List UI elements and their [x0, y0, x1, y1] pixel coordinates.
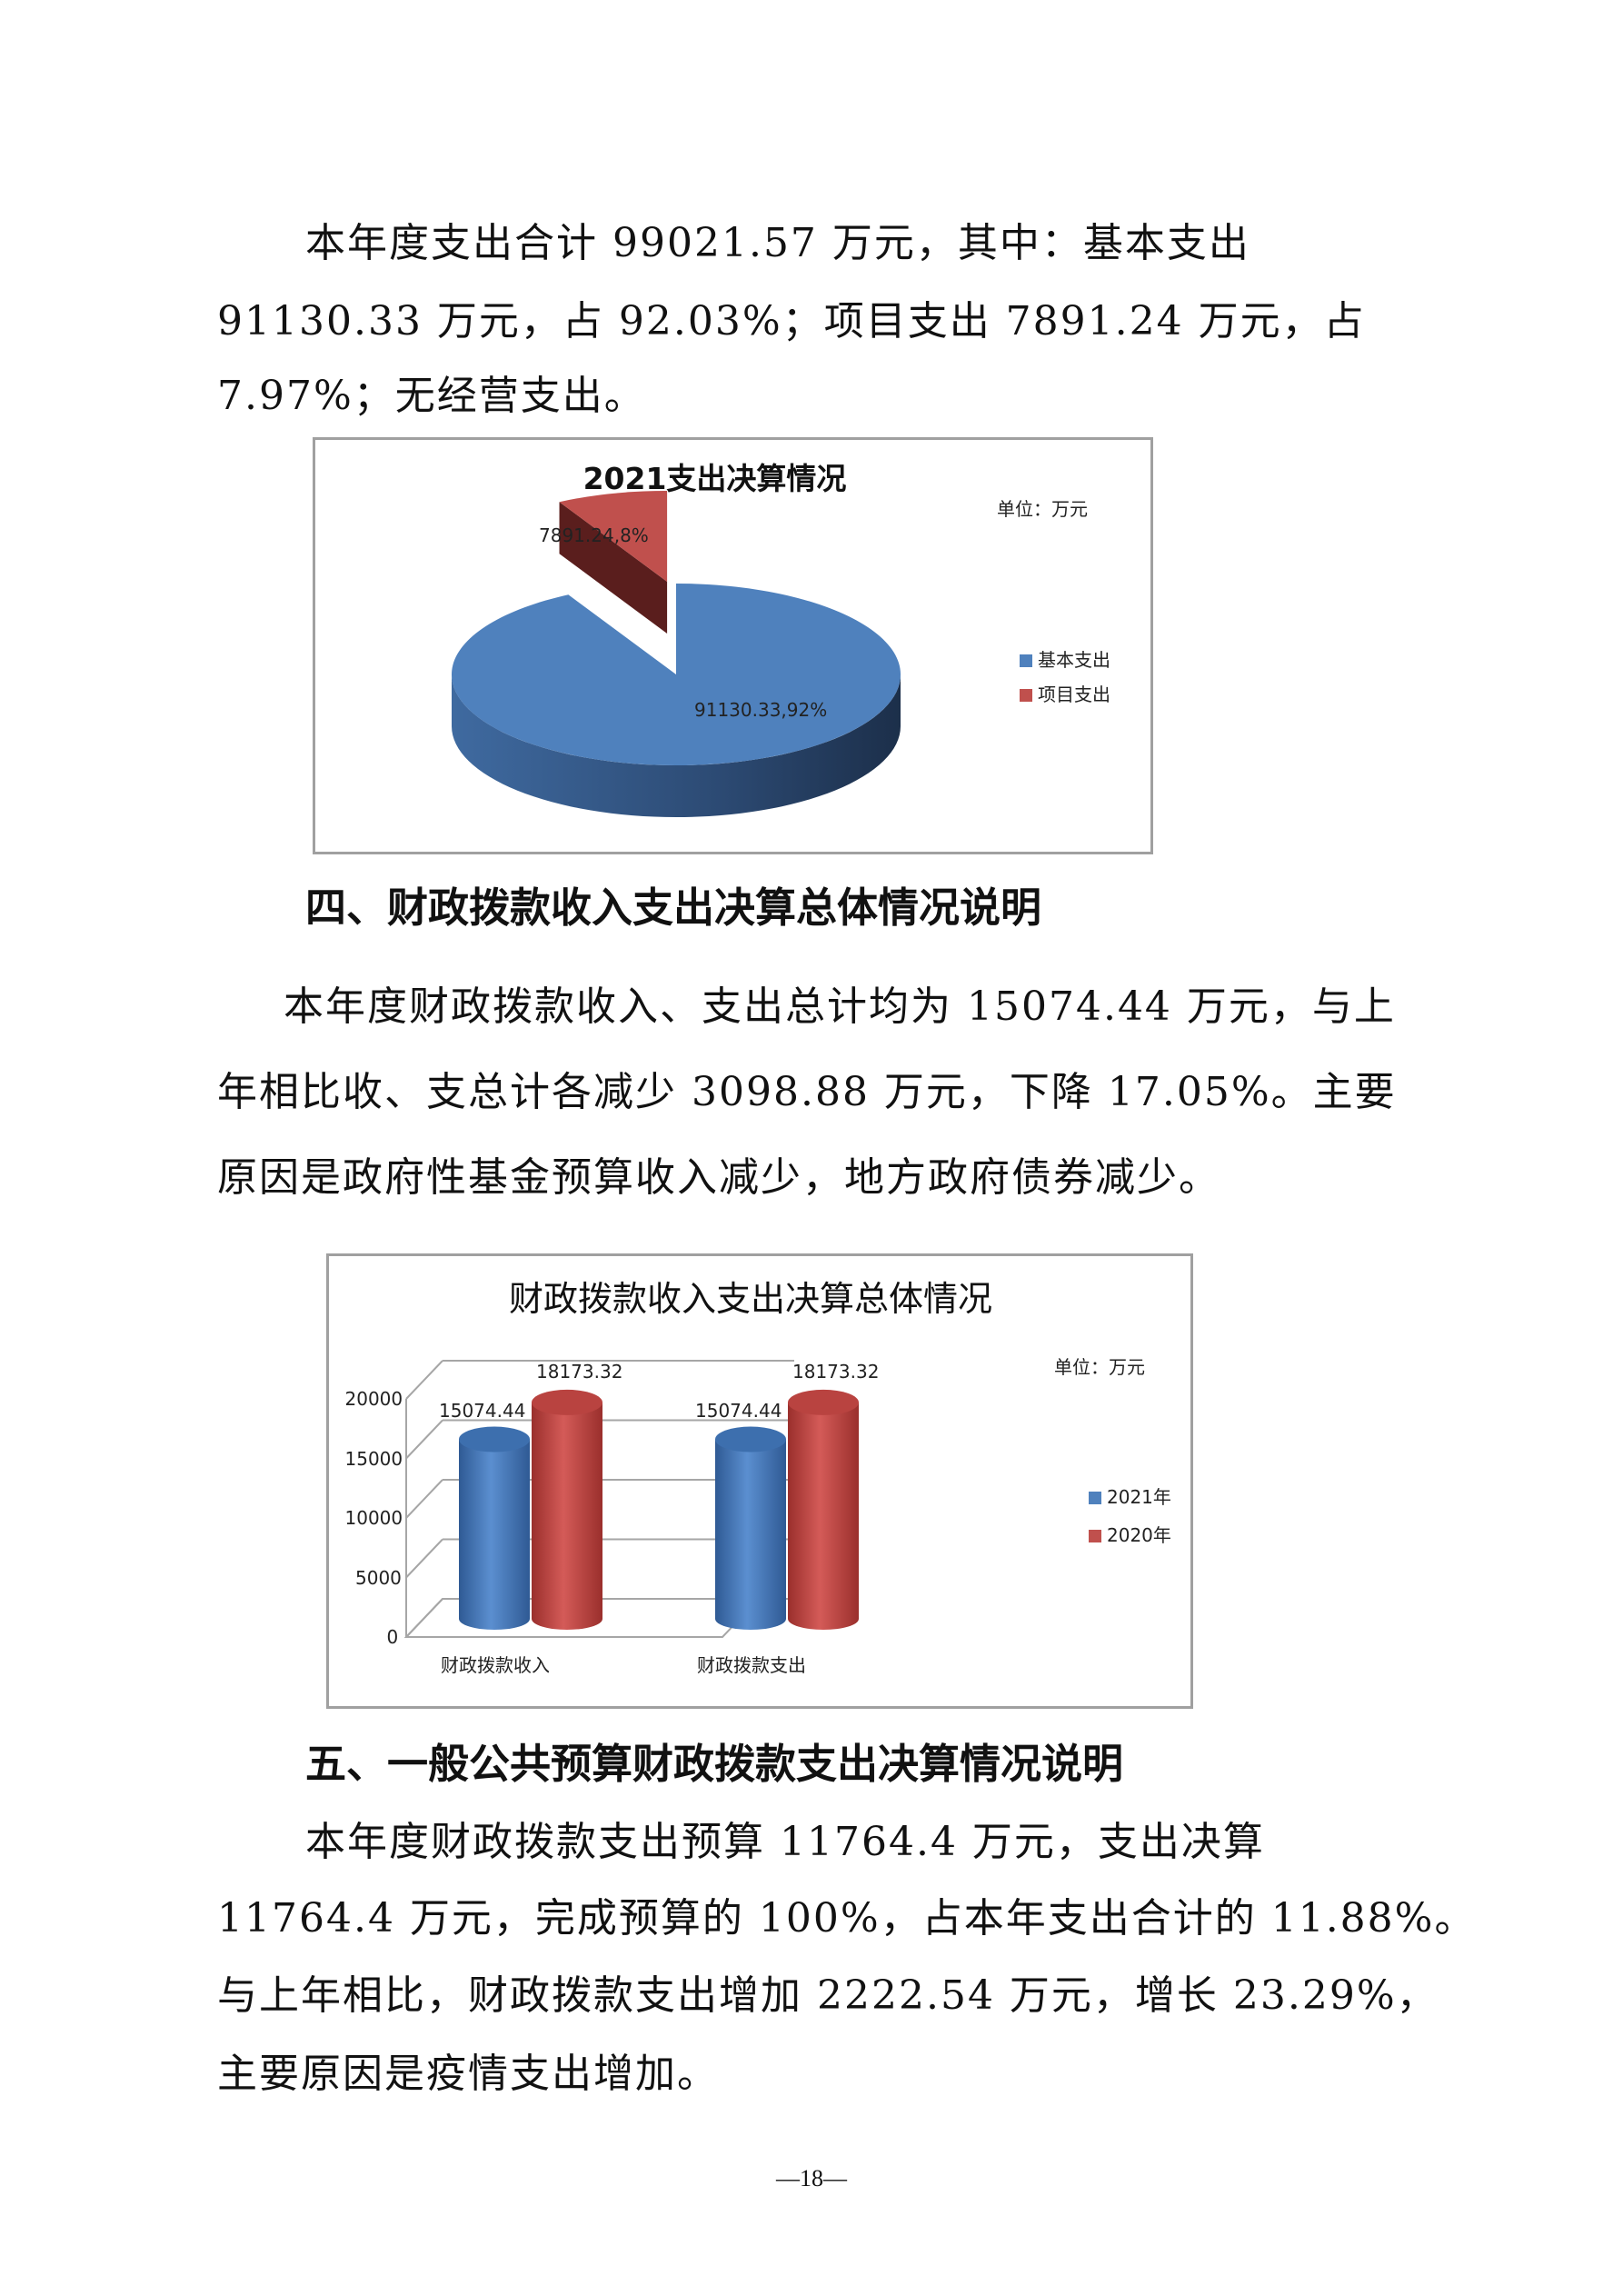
- y-tick-label: 5000: [355, 1566, 402, 1589]
- x-tick-label: 财政拨款支出: [697, 1654, 806, 1676]
- bar-cylinder: [459, 1439, 530, 1630]
- section-heading: 四、财政拨款收入支出决算总体情况说明: [305, 883, 1042, 932]
- paragraph3-line: 与上年相比，财政拨款支出增加 2222.54 万元，增长 23.29%，: [217, 1972, 1439, 2019]
- legend-item: 2020年: [1089, 1526, 1171, 1544]
- paragraph2-line: 原因是政府性基金预算收入减少，地方政府债券减少。: [217, 1154, 1220, 1201]
- bar-cylinder: [788, 1402, 859, 1630]
- bar-cylinder-top: [715, 1426, 786, 1452]
- chart-title: 2021支出决算情况: [582, 461, 847, 496]
- legend-swatch: [1089, 1530, 1101, 1542]
- pie-slice: [452, 584, 901, 765]
- legend-swatch: [1020, 689, 1032, 702]
- legend-label: 2021年: [1107, 1486, 1171, 1508]
- paragraph2-line: 本年度财政拨款收入、支出总计均为 15074.44 万元，与上: [284, 983, 1396, 1030]
- x-tick-label: 财政拨款收入: [441, 1654, 550, 1676]
- bar-cylinder: [532, 1402, 602, 1630]
- data-label: 91130.33,92%: [694, 699, 828, 721]
- gridline-side: [405, 1479, 443, 1519]
- section-heading: 五、一般公共预算财政拨款支出决算情况说明: [305, 1740, 1124, 1788]
- legend-label: 基本支出: [1038, 649, 1110, 671]
- gridline-side: [405, 1538, 443, 1579]
- legend-label: 项目支出: [1038, 684, 1110, 705]
- gridline-side: [405, 1419, 443, 1460]
- legend-label: 2020年: [1107, 1524, 1171, 1546]
- pie-chart: 2021支出决算情况 单位：万元 7891.24,8% 91130.33,92%…: [313, 437, 1153, 854]
- paragraph1-line: 7.97%；无经营支出。: [217, 373, 646, 419]
- paragraph3-line: 11764.4 万元，完成预算的 100%，占本年支出合计的 11.88%。: [217, 1895, 1477, 1942]
- legend-swatch: [1020, 654, 1032, 667]
- bar-cylinder-top: [459, 1426, 530, 1452]
- chart-unit: 单位：万元: [1054, 1356, 1145, 1378]
- y-tick-label: 10000: [344, 1507, 403, 1529]
- legend-item: 基本支出: [1020, 651, 1110, 669]
- data-label: 7891.24,8%: [539, 524, 649, 546]
- data-label: 15074.44: [439, 1399, 526, 1422]
- paragraph2-line: 年相比收、支总计各减少 3098.88 万元，下降 17.05%。主要: [217, 1069, 1397, 1115]
- gridline-side: [405, 1360, 443, 1400]
- pie-slice-side: [559, 502, 668, 634]
- bar-chart: 财政拨款收入支出决算总体情况 单位：万元 0 5000 10000 15000 2000…: [326, 1253, 1193, 1709]
- chart-title: 财政拨款收入支出决算总体情况: [508, 1279, 992, 1319]
- bar-chart-canvas: [403, 1360, 859, 1638]
- pie-chart-canvas: [452, 490, 901, 817]
- paragraph3-line: 本年度财政拨款支出预算 11764.4 万元，支出决算: [305, 1819, 1265, 1865]
- paragraph1-line: 本年度支出合计 99021.57 万元，其中：基本支出: [305, 220, 1250, 266]
- legend-item: 项目支出: [1020, 685, 1110, 704]
- y-tick-label: 0: [386, 1626, 399, 1648]
- data-label: 18173.32: [536, 1360, 623, 1383]
- legend-item: 2021年: [1089, 1488, 1171, 1506]
- y-tick-label: 20000: [344, 1388, 403, 1410]
- pie-slice: [559, 490, 668, 582]
- data-label: 15074.44: [695, 1399, 782, 1422]
- pie-slice-side: [452, 674, 901, 817]
- chart-unit: 单位：万元: [997, 498, 1088, 520]
- data-label: 18173.32: [792, 1360, 880, 1383]
- legend-swatch: [1089, 1492, 1101, 1504]
- bar-cylinder-top: [788, 1389, 859, 1415]
- y-tick-label: 15000: [344, 1447, 403, 1470]
- bar-cylinder: [715, 1439, 786, 1630]
- paragraph3-line: 主要原因是疫情支出增加。: [217, 2051, 719, 2097]
- page-number: —18—: [776, 2165, 847, 2191]
- bar-cylinder-top: [532, 1389, 602, 1415]
- paragraph1-line: 91130.33 万元，占 92.03%；项目支出 7891.24 万元，占: [217, 298, 1366, 344]
